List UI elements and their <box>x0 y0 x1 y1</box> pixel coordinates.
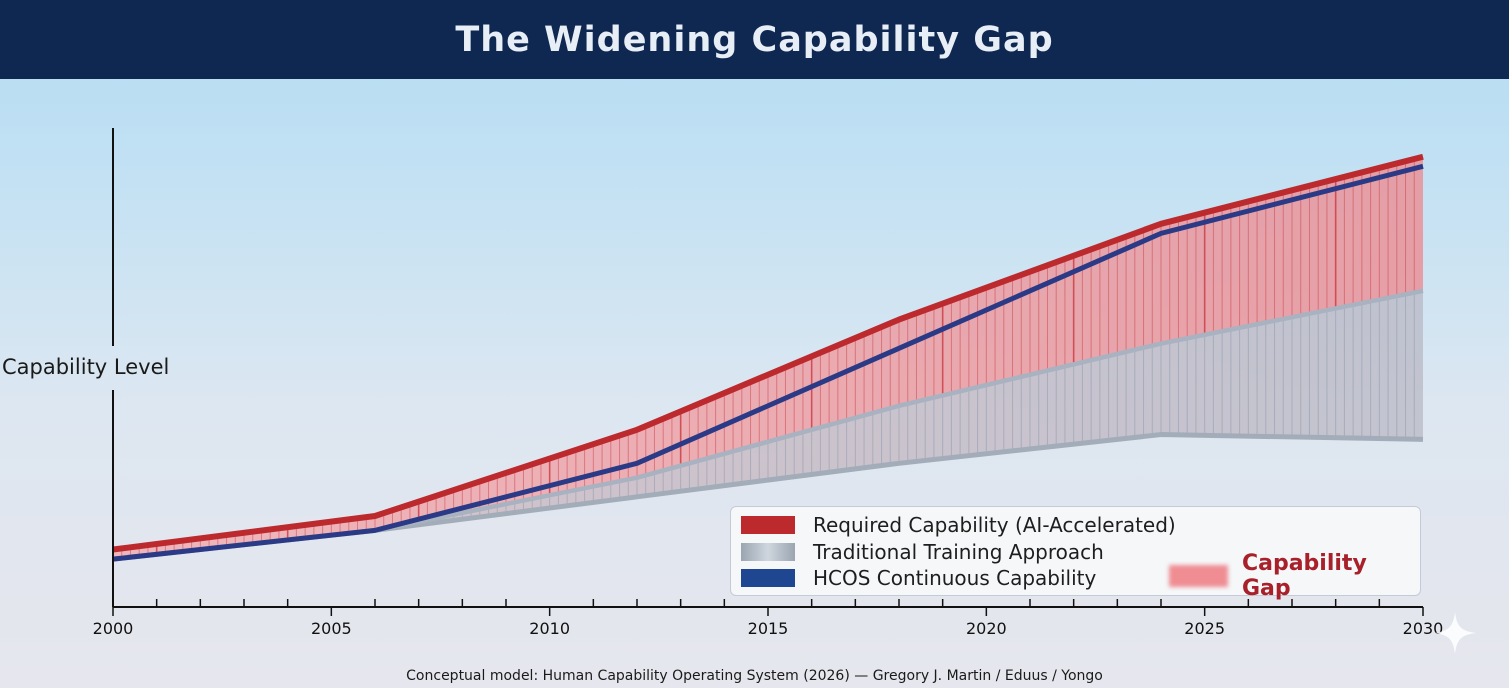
sparkle-icon <box>1434 612 1476 654</box>
legend-label-gap: Capability Gap <box>1241 551 1367 601</box>
legend-item-traditional: Traditional Training Approach <box>741 540 1104 564</box>
caption: Conceptual model: Human Capability Opera… <box>406 668 1103 684</box>
required-capability-line <box>112 153 1424 553</box>
hcos-capability-line <box>112 163 1424 562</box>
legend-label-traditional: Traditional Training Approach <box>813 540 1104 564</box>
legend-item-required: Required Capability (AI-Accelerated) <box>741 513 1176 537</box>
legend-item-hcos: HCOS Continuous Capability <box>741 566 1096 590</box>
legend-label-hcos: HCOS Continuous Capability <box>813 566 1097 590</box>
legend-swatch-gap <box>1169 565 1228 587</box>
legend-swatch-blue <box>741 569 795 587</box>
legend-label-required: Required Capability (AI-Accelerated) <box>813 513 1176 537</box>
y-axis-label: Capability Level <box>2 355 170 379</box>
x-tick-label: 2015 <box>748 619 789 638</box>
legend-swatch-red <box>741 516 795 534</box>
legend-swatch-gray <box>741 543 795 561</box>
legend-item-gap: Capability Gap <box>1169 551 1420 601</box>
x-tick-label: 2005 <box>311 619 352 638</box>
chart-title: The Widening Capability Gap <box>455 19 1054 60</box>
x-tick-label: 2025 <box>1184 619 1225 638</box>
x-tick-label: 2000 <box>93 619 134 638</box>
capability-gap-band <box>113 156 1423 560</box>
title-bar: The Widening Capability Gap <box>0 0 1509 79</box>
x-tick-label: 2030 <box>1403 619 1444 638</box>
x-tick-label: 2020 <box>966 619 1007 638</box>
x-tick-label: 2010 <box>529 619 570 638</box>
legend: Required Capability (AI-Accelerated) Tra… <box>730 506 1421 601</box>
